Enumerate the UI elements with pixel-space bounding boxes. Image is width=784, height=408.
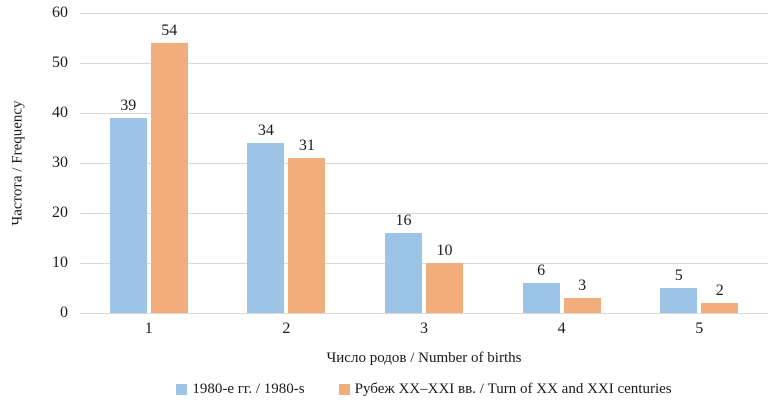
bar-series1-cat5 <box>660 288 698 313</box>
gridline <box>80 63 768 64</box>
legend-label-turn-of-century: Рубеж XX–XXI вв. / Turn of XX and XXI ce… <box>354 381 672 397</box>
gridline <box>80 263 768 264</box>
bar-series2-cat2 <box>288 158 326 313</box>
x-tick-label: 4 <box>557 320 566 337</box>
legend-swatch-1980s <box>176 384 188 395</box>
plot-area: 0 10 20 30 40 50 60 1 39 54 2 34 31 3 16 10 4 6 3 5 5 2 <box>52 4 768 337</box>
x-tick-label: 2 <box>282 320 291 337</box>
legend-item-turn-of-century[interactable]: Рубеж XX–XXI вв. / Turn of XX and XXI ce… <box>338 381 672 398</box>
bar-value-label: 54 <box>161 22 178 39</box>
y-tick-label: 60 <box>52 4 68 21</box>
y-tick-label: 20 <box>52 204 68 221</box>
bar-series2-cat4 <box>563 298 601 313</box>
bar-value-label: 31 <box>298 137 315 154</box>
y-tick-label: 10 <box>52 254 68 271</box>
bar-value-label: 6 <box>537 262 546 279</box>
x-tick-label: 3 <box>420 320 428 337</box>
bar-series2-cat3 <box>426 263 463 313</box>
bar-value-label: 5 <box>674 267 683 284</box>
bar-value-label: 3 <box>578 277 587 294</box>
bar-series2-cat1 <box>150 43 188 313</box>
bar-value-label: 34 <box>257 122 274 139</box>
y-tick-label: 30 <box>52 154 68 171</box>
y-axis-title: Частота / Frequency <box>9 100 26 226</box>
bar-value-label: 2 <box>715 282 724 299</box>
bar-series2-cat5 <box>701 303 739 313</box>
gridline <box>80 213 768 214</box>
bar-series1-cat2 <box>247 143 285 313</box>
x-tick-label: 5 <box>695 320 704 337</box>
bar-series1-cat4 <box>522 283 560 313</box>
x-tick-label: 1 <box>144 320 153 337</box>
bar-value-label: 10 <box>436 242 453 259</box>
gridline <box>80 113 768 114</box>
y-tick-label: 50 <box>52 54 68 71</box>
legend: 1980-е гг. / 1980-s Рубеж XX–XXI вв. / T… <box>80 381 768 398</box>
y-tick-label: 40 <box>52 104 68 121</box>
gridline <box>80 13 768 14</box>
bar-value-label: 39 <box>120 97 137 114</box>
x-axis-line <box>80 313 768 314</box>
bar-value-label: 16 <box>395 212 412 229</box>
bar-series1-cat3 <box>385 233 422 313</box>
y-tick-label: 0 <box>60 304 68 321</box>
bar-series1-cat1 <box>109 118 147 313</box>
x-axis-title: Число родов / Number of births <box>326 350 522 366</box>
gridline <box>80 163 768 164</box>
legend-label-1980s: 1980-е гг. / 1980-s <box>192 381 305 397</box>
legend-item-1980s[interactable]: 1980-е гг. / 1980-s <box>176 381 305 398</box>
legend-swatch-turn-of-century <box>338 384 350 395</box>
